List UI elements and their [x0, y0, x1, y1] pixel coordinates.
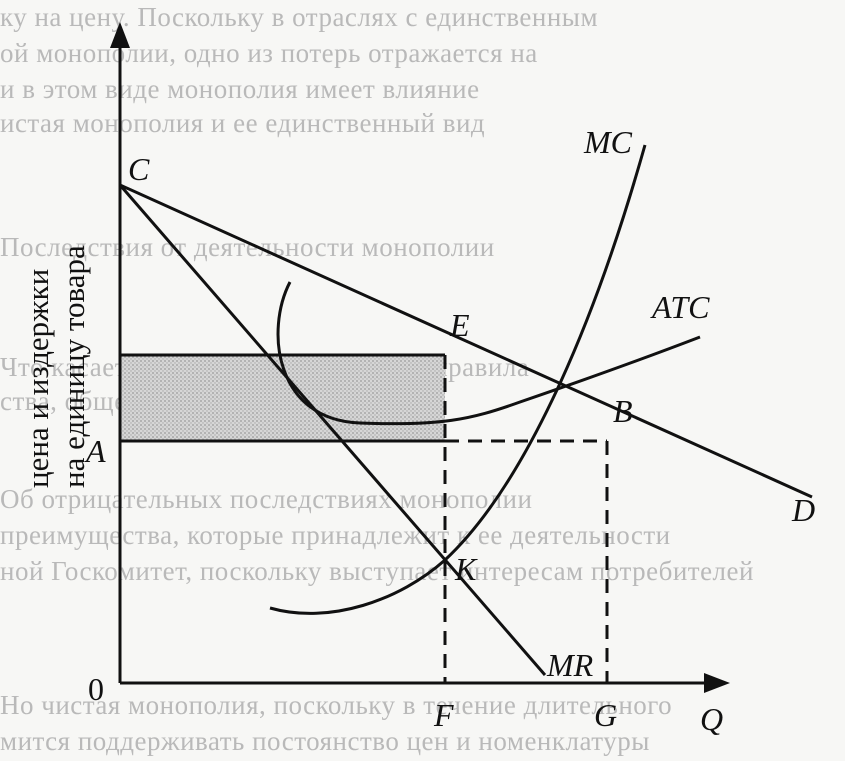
marginal-revenue-curve	[118, 184, 547, 676]
x-axis-arrow	[704, 673, 730, 693]
label-MC: MC	[583, 124, 633, 160]
label-Q: Q	[700, 701, 723, 737]
demand-curve	[119, 183, 813, 499]
bg-text-line: и в этом виде монополия имеет влияние	[0, 74, 480, 104]
bg-text-line: мится поддерживать постоянство цен и ном…	[0, 726, 650, 756]
marginal-cost-curve	[269, 144, 647, 615]
label-K: K	[454, 551, 478, 587]
bg-text-line: ку на цену. Поскольку в отраслях с единс…	[0, 2, 599, 32]
bg-text-line: ной Госкомитет, поскольку выступает инте…	[0, 556, 754, 586]
label-G: G	[594, 697, 617, 733]
bg-text-line: Последствия от деятельности монополии	[0, 232, 495, 262]
label-C: C	[128, 151, 150, 187]
bg-text-line: Об отрицательных последствиях монополии	[0, 484, 533, 514]
label-MR: MR	[546, 647, 594, 683]
bg-text-line: ой монополии, одно из потерь отражается …	[0, 38, 538, 68]
label-ATC: ATC	[650, 289, 710, 325]
label-A: A	[84, 433, 106, 469]
y-axis-label-line1: цена и издержки	[20, 269, 55, 488]
label-F: F	[433, 697, 454, 733]
label-B: B	[613, 393, 633, 429]
label-origin: 0	[88, 671, 104, 707]
bg-text-line: преимущества, которые принадлежит к ее д…	[0, 520, 671, 550]
label-D: D	[791, 492, 815, 528]
y-axis-label-line2: на единицу товара	[56, 245, 91, 488]
y-axis-arrow	[110, 22, 130, 48]
label-E: E	[449, 307, 470, 343]
average-total-cost-curve	[276, 281, 701, 426]
bg-text-line: истая монополия и ее единственный вид	[0, 108, 486, 138]
bg-text-line: Но чистая монополия, поскольку в течение…	[0, 690, 673, 720]
